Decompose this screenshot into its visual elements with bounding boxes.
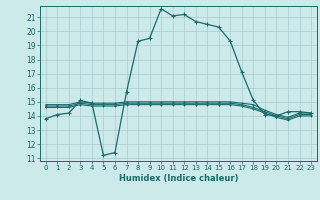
X-axis label: Humidex (Indice chaleur): Humidex (Indice chaleur) bbox=[119, 174, 238, 183]
